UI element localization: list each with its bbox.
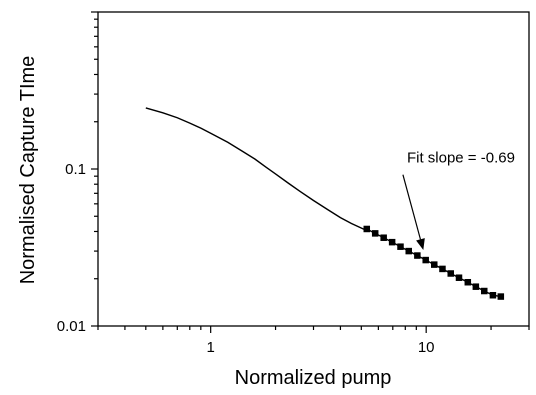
data-point: [363, 225, 371, 233]
data-point: [439, 265, 446, 273]
data-point: [431, 261, 438, 268]
data-point: [422, 256, 429, 264]
y-tick-label: 0.1: [65, 161, 86, 178]
series-line: [145, 107, 366, 231]
data-point: [380, 234, 387, 241]
data-point: [472, 283, 480, 290]
data-point: [489, 291, 497, 299]
tick-labels: 1 10 0.01 0.1: [57, 161, 435, 356]
data-point: [405, 247, 412, 255]
series-markers: [363, 225, 505, 300]
data-point: [464, 278, 472, 286]
annotation-arrowhead: [416, 238, 425, 250]
data-point: [497, 293, 505, 300]
data-point: [397, 243, 404, 250]
y-tick-label: 0.01: [57, 318, 86, 335]
x-axis-title: Normalized pump: [235, 367, 392, 389]
data-point: [447, 270, 454, 277]
data-point: [388, 238, 396, 246]
data-point: [414, 252, 421, 259]
data-point: [481, 287, 488, 295]
data-point: [455, 274, 463, 281]
x-tick-label: 1: [207, 339, 215, 356]
plot-frame: [97, 11, 530, 327]
axis-ticks: [91, 11, 530, 333]
x-tick-label: 10: [418, 339, 435, 356]
annotation-arrow: [402, 174, 422, 240]
y-axis-title: Normalised Capture TIme: [17, 56, 39, 285]
data-point: [371, 230, 379, 237]
annotation-label: Fit slope = -0.69: [407, 150, 515, 167]
